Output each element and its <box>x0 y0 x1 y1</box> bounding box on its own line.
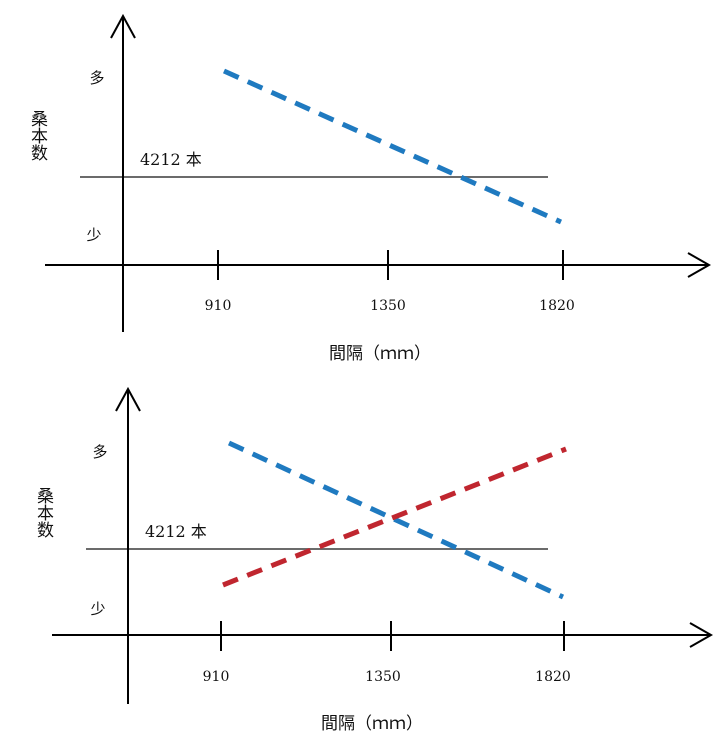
y-low-label: 少 <box>90 600 105 618</box>
y-axis-arrowhead <box>115 386 141 412</box>
x-tick-label: 1350 <box>370 298 406 314</box>
y-high-label: 多 <box>92 443 107 461</box>
x-axis-arrowhead <box>687 252 712 278</box>
reference-label: 4212 本 <box>140 150 202 169</box>
x-axis-arrowhead <box>689 622 714 648</box>
series-blue-line <box>227 440 565 600</box>
x-tick-label: 1820 <box>539 298 575 314</box>
y-axis-title: 桑本数 <box>27 110 48 161</box>
y-high-label: 多 <box>89 69 104 87</box>
x-tick-label: 910 <box>205 298 232 314</box>
y-axis-arrowhead <box>110 13 136 39</box>
series-red-line <box>222 446 567 588</box>
x-axis-title: 間隔（ｍｍ） <box>321 714 423 734</box>
y-low-label: 少 <box>86 226 101 244</box>
top-diagram: 4212 本 910 1350 1820 多 少 桑本数 間隔（ｍｍ） <box>27 13 712 364</box>
x-axis-title: 間隔（ｍｍ） <box>329 344 431 364</box>
y-axis-title: 桑本数 <box>33 487 54 538</box>
bottom-diagram: 4212 本 910 1350 1820 多 少 桑本数 間隔（ｍｍ） <box>33 386 714 734</box>
x-tick-label: 910 <box>203 669 230 685</box>
x-tick-label: 1350 <box>365 669 401 685</box>
reference-label: 4212 本 <box>145 522 207 541</box>
series-blue-line <box>222 68 563 225</box>
x-tick-label: 1820 <box>535 669 571 685</box>
